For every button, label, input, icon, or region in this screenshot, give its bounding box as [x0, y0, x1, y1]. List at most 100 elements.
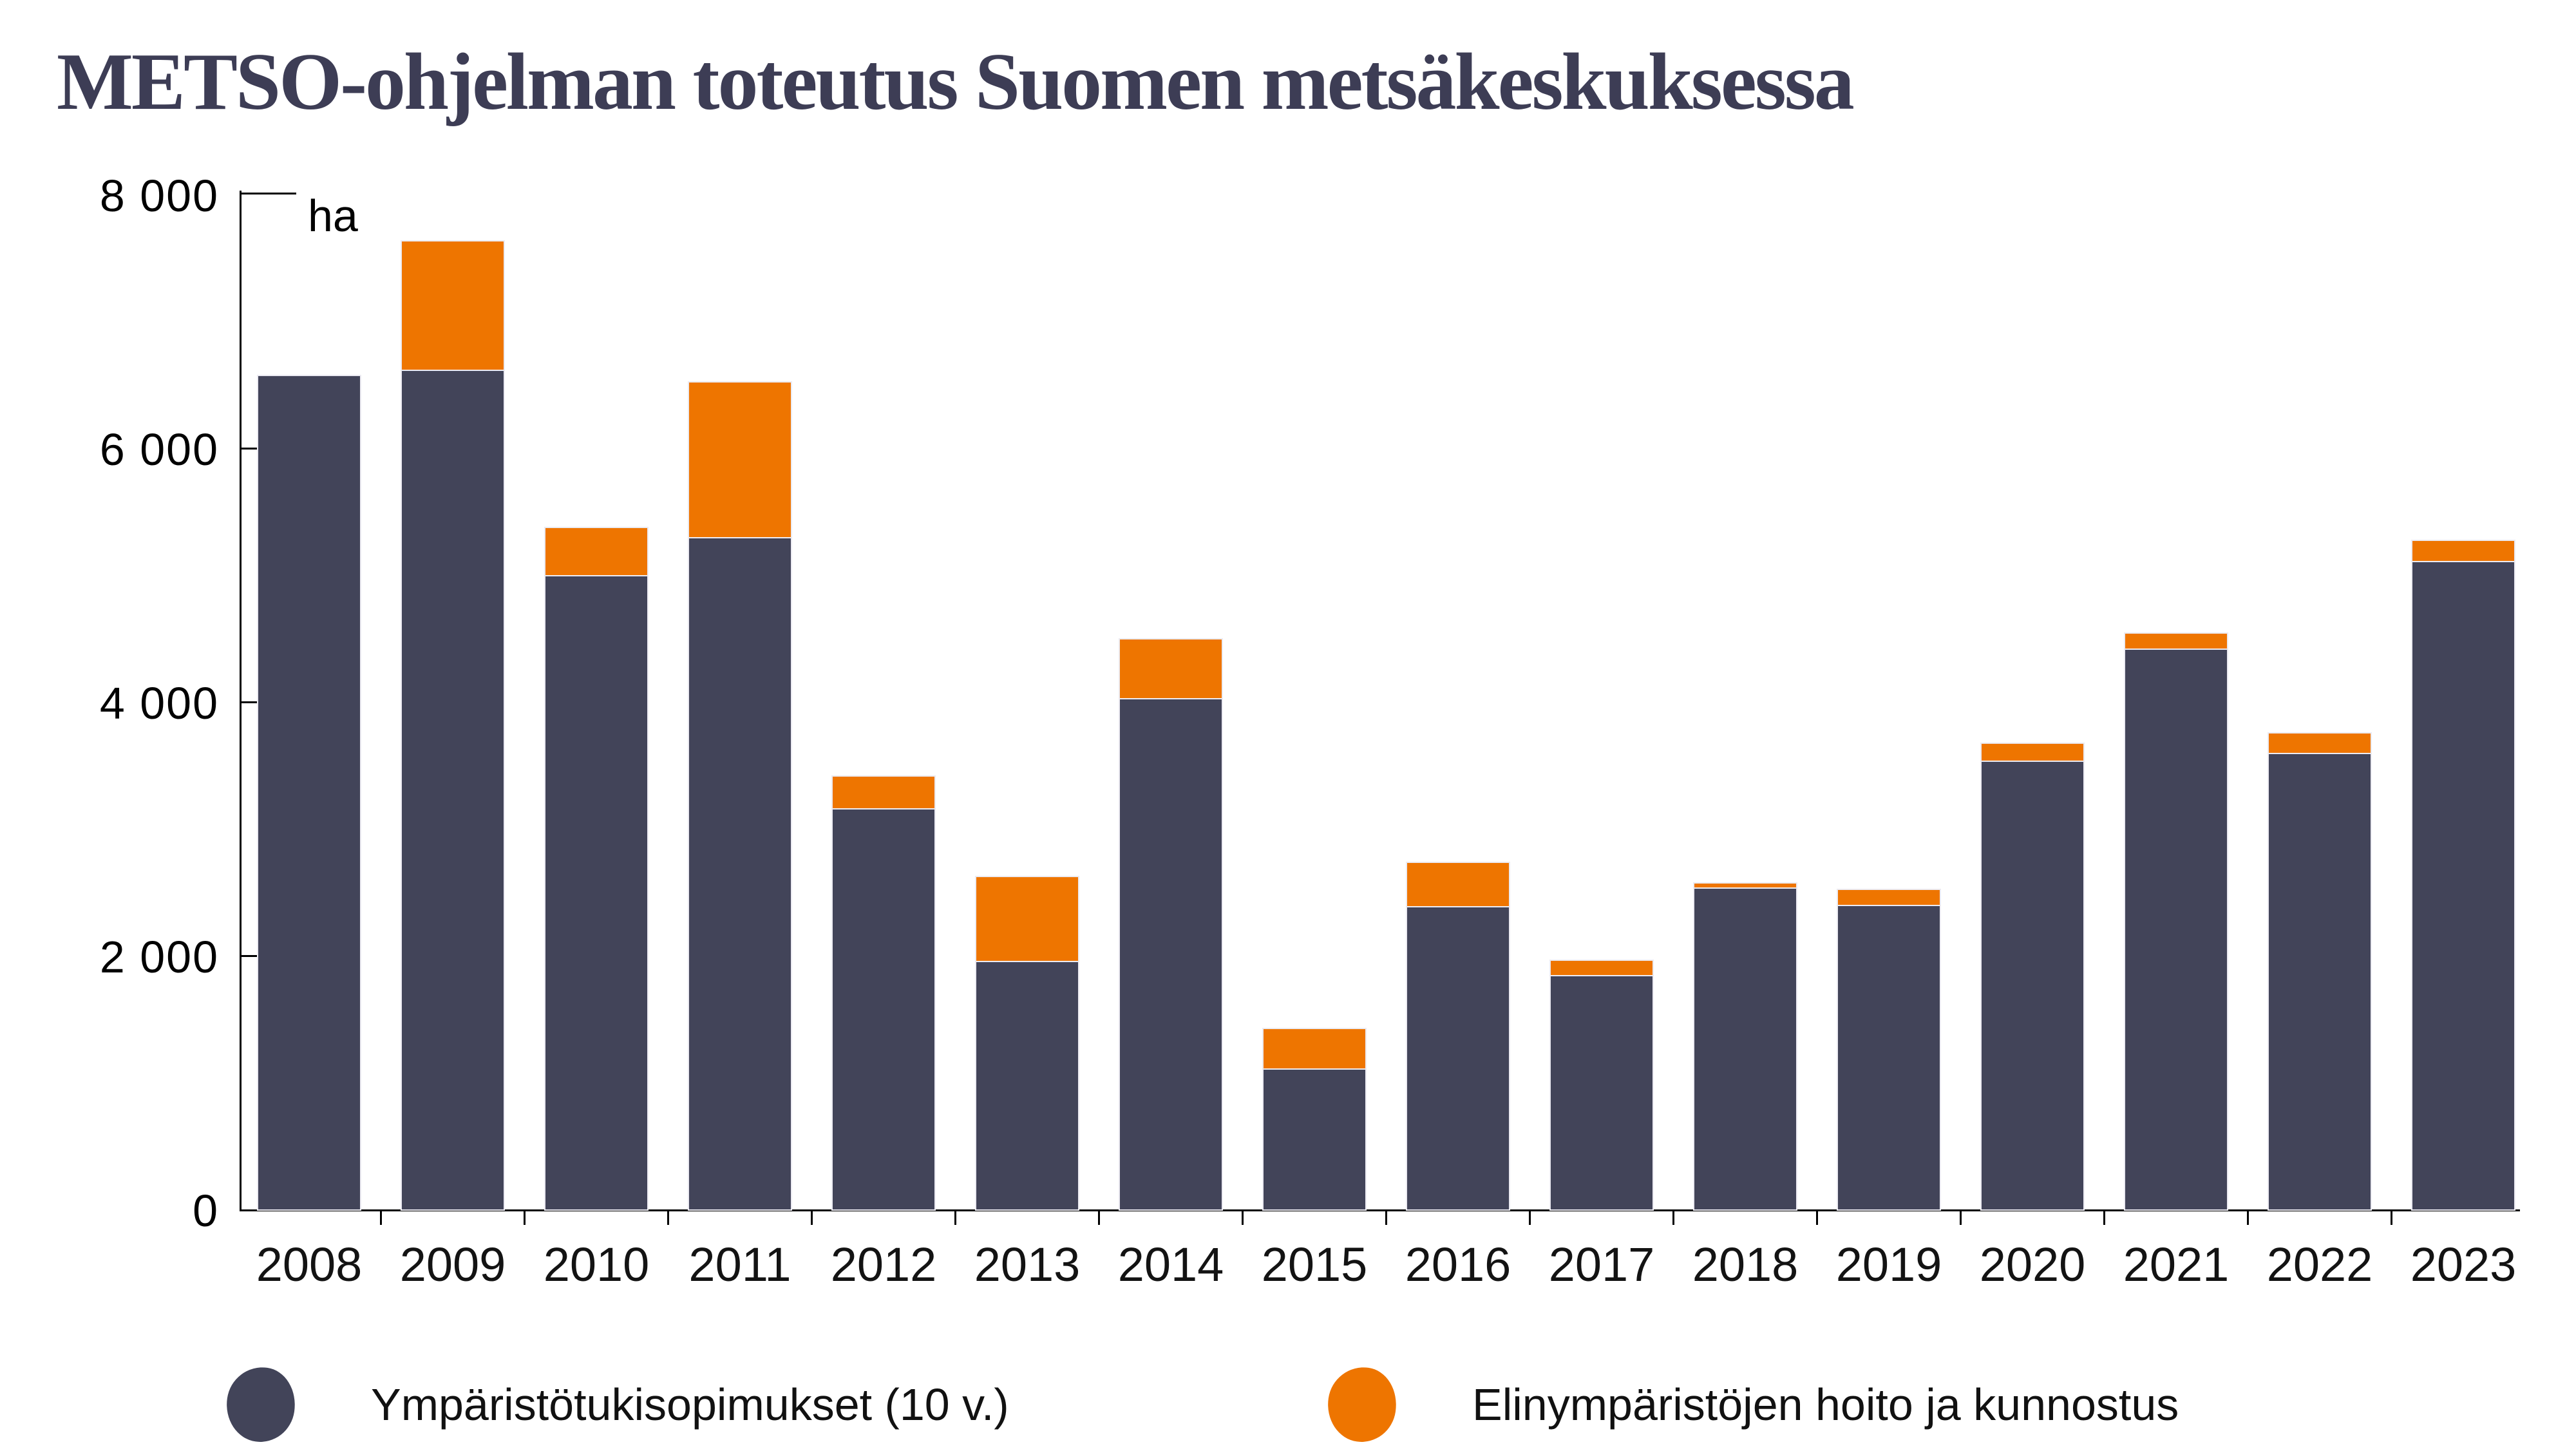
bar-2010 — [545, 528, 647, 1209]
x-axis-label-2009: 2009 — [399, 1238, 506, 1291]
bar-2015 — [1264, 1029, 1365, 1209]
bar-2017-segment-ymparistotuki — [1551, 974, 1653, 1209]
bar-2012 — [833, 777, 934, 1209]
x-axis-tick-8 — [1529, 1209, 1531, 1225]
bar-2008 — [258, 375, 360, 1209]
bar-2016-segment-ymparistotuki — [1407, 906, 1509, 1209]
legend-label-dark: Ympäristötukisopimukset (10 v.) — [371, 1379, 1009, 1430]
bar-2015-segment-ymparistotuki — [1264, 1068, 1365, 1209]
x-axis-label-2017: 2017 — [1548, 1238, 1655, 1291]
y-tick-label-0: 0 — [193, 1186, 219, 1236]
bar-2015-segment-hoito — [1264, 1029, 1365, 1069]
bar-2010-segment-hoito — [545, 528, 647, 575]
x-axis-tick-0 — [380, 1209, 382, 1225]
bar-2021-segment-hoito — [2125, 633, 2227, 649]
x-axis-tick-7 — [1385, 1209, 1387, 1225]
y-tick-6000 — [240, 447, 259, 450]
bar-2018 — [1694, 883, 1796, 1209]
bar-2016-segment-hoito — [1407, 863, 1509, 907]
x-axis-label-2010: 2010 — [543, 1238, 650, 1291]
legend-swatch-orange — [1323, 1363, 1401, 1446]
x-axis-tick-6 — [1242, 1209, 1244, 1225]
x-axis-line — [240, 1209, 2520, 1211]
bar-2013-segment-hoito — [976, 876, 1078, 961]
x-axis-tick-12 — [2103, 1209, 2105, 1225]
y-tick-label-2000: 2 000 — [99, 932, 219, 982]
y-tick-label-6000: 6 000 — [99, 424, 219, 475]
bar-2017-segment-hoito — [1551, 960, 1653, 975]
bar-2018-segment-ymparistotuki — [1694, 887, 1796, 1209]
bar-2014 — [1120, 639, 1222, 1209]
bar-2020-segment-hoito — [1982, 744, 2083, 761]
bar-2011-segment-ymparistotuki — [689, 536, 791, 1209]
bar-2012-segment-ymparistotuki — [833, 808, 934, 1209]
legend-swatch-dark — [222, 1363, 300, 1446]
bar-2023 — [2412, 540, 2514, 1209]
legend-label-orange: Elinympäristöjen hoito ja kunnostus — [1472, 1379, 2179, 1430]
bar-2021-segment-ymparistotuki — [2125, 649, 2227, 1209]
bar-2010-segment-ymparistotuki — [545, 575, 647, 1209]
x-axis-tick-10 — [1816, 1209, 1818, 1225]
x-axis-label-2021: 2021 — [2123, 1238, 2230, 1291]
bar-2023-segment-hoito — [2412, 540, 2514, 562]
y-tick-4000 — [240, 701, 259, 703]
chart-title: METSO-ohjelman toteutus Suomen metsäkesk… — [57, 37, 1855, 127]
x-axis-tick-3 — [811, 1209, 813, 1225]
bar-2023-segment-ymparistotuki — [2412, 561, 2514, 1209]
bar-2020 — [1982, 744, 2083, 1209]
bar-2009-segment-hoito — [402, 241, 504, 370]
bar-2019 — [1838, 889, 1940, 1209]
bar-2014-segment-hoito — [1120, 639, 1222, 699]
bar-2017 — [1551, 960, 1653, 1209]
bar-2021 — [2125, 633, 2227, 1209]
x-axis-label-2019: 2019 — [1835, 1238, 1942, 1291]
x-axis-tick-9 — [1672, 1209, 1674, 1225]
x-axis-label-2011: 2011 — [688, 1238, 791, 1291]
bar-2022 — [2269, 734, 2371, 1209]
bar-2013 — [976, 876, 1078, 1209]
plot-area: ha 0 2 000 4 000 6 000 8 000 2008 2009 2010 2011… — [100, 173, 2520, 1291]
bar-2011 — [689, 382, 791, 1209]
bar-2019-segment-hoito — [1838, 889, 1940, 905]
x-axis-tick-11 — [1960, 1209, 1962, 1225]
bar-2014-segment-ymparistotuki — [1120, 698, 1222, 1209]
bar-2013-segment-ymparistotuki — [976, 960, 1078, 1209]
bar-2009 — [402, 241, 504, 1209]
y-tick-label-8000: 8 000 — [99, 171, 219, 221]
legend-item-elinymparistojen-hoito: Elinympäristöjen hoito ja kunnostus — [1323, 1360, 2179, 1449]
x-axis-tick-4 — [954, 1209, 956, 1225]
bar-2022-segment-ymparistotuki — [2269, 752, 2371, 1209]
x-axis-tick-1 — [524, 1209, 526, 1225]
x-axis-label-2014: 2014 — [1117, 1238, 1224, 1291]
bar-2008-segment-ymparistotuki — [258, 375, 360, 1209]
x-axis-label-2022: 2022 — [2266, 1238, 2373, 1291]
bar-2022-segment-hoito — [2269, 734, 2371, 753]
bar-2009-segment-ymparistotuki — [402, 369, 504, 1209]
x-axis-label-2012: 2012 — [830, 1238, 937, 1291]
bar-2012-segment-hoito — [833, 777, 934, 809]
bar-2020-segment-ymparistotuki — [1982, 760, 2083, 1209]
y-tick-label-4000: 4 000 — [99, 678, 219, 728]
x-axis-label-2023: 2023 — [2410, 1238, 2517, 1291]
y-axis-unit-label: ha — [308, 191, 358, 241]
legend-item-ymparistotukisopimukset: Ympäristötukisopimukset (10 v.) — [222, 1360, 1009, 1449]
x-axis-tick-13 — [2247, 1209, 2249, 1225]
x-axis-label-2013: 2013 — [974, 1238, 1081, 1291]
x-axis-tick-5 — [1098, 1209, 1100, 1225]
x-axis-label-2020: 2020 — [1979, 1238, 2086, 1291]
bar-2018-segment-hoito — [1694, 883, 1796, 887]
legend: Ympäristötukisopimukset (10 v.) Elinympä… — [0, 1360, 2576, 1449]
bar-2011-segment-hoito — [689, 382, 791, 537]
x-axis-label-2015: 2015 — [1261, 1238, 1368, 1291]
bar-2016 — [1407, 863, 1509, 1209]
y-axis-line — [240, 191, 242, 1209]
y-tick-2000 — [240, 954, 259, 957]
x-axis-label-2008: 2008 — [256, 1238, 363, 1291]
bar-2019-segment-ymparistotuki — [1838, 905, 1940, 1209]
x-axis-tick-14 — [2391, 1209, 2392, 1225]
x-axis-label-2018: 2018 — [1692, 1238, 1799, 1291]
y-tick-8000 — [240, 193, 296, 194]
x-axis-label-2016: 2016 — [1405, 1238, 1511, 1291]
x-axis-tick-2 — [667, 1209, 669, 1225]
